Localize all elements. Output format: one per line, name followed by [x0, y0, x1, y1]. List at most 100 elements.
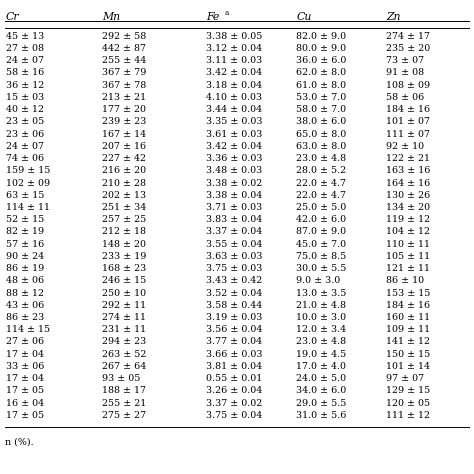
Text: 3.26 ± 0.04: 3.26 ± 0.04	[206, 386, 263, 395]
Text: 184 ± 16: 184 ± 16	[386, 301, 430, 310]
Text: 3.38 ± 0.04: 3.38 ± 0.04	[206, 191, 263, 200]
Text: 90 ± 24: 90 ± 24	[6, 252, 44, 261]
Text: 3.55 ± 0.04: 3.55 ± 0.04	[206, 240, 263, 249]
Text: 3.37 ± 0.02: 3.37 ± 0.02	[206, 399, 263, 408]
Text: 0.55 ± 0.01: 0.55 ± 0.01	[206, 374, 263, 383]
Text: 109 ± 11: 109 ± 11	[386, 325, 430, 334]
Text: 4.10 ± 0.03: 4.10 ± 0.03	[206, 93, 262, 102]
Text: 3.42 ± 0.04: 3.42 ± 0.04	[206, 142, 262, 151]
Text: 119 ± 12: 119 ± 12	[386, 215, 430, 224]
Text: 3.38 ± 0.02: 3.38 ± 0.02	[206, 179, 263, 188]
Text: 255 ± 21: 255 ± 21	[102, 399, 146, 408]
Text: 86 ± 10: 86 ± 10	[386, 276, 424, 285]
Text: 3.18 ± 0.04: 3.18 ± 0.04	[206, 81, 262, 90]
Text: 3.81 ± 0.04: 3.81 ± 0.04	[206, 362, 262, 371]
Text: 23.0 ± 4.8: 23.0 ± 4.8	[296, 154, 346, 163]
Text: 110 ± 11: 110 ± 11	[386, 240, 430, 249]
Text: 3.75 ± 0.03: 3.75 ± 0.03	[206, 264, 263, 273]
Text: 442 ± 87: 442 ± 87	[102, 44, 146, 53]
Text: 121 ± 11: 121 ± 11	[386, 264, 430, 273]
Text: 3.42 ± 0.04: 3.42 ± 0.04	[206, 68, 262, 77]
Text: 3.12 ± 0.04: 3.12 ± 0.04	[206, 44, 262, 53]
Text: 184 ± 16: 184 ± 16	[386, 105, 430, 114]
Text: 3.11 ± 0.03: 3.11 ± 0.03	[206, 56, 263, 65]
Text: 52 ± 15: 52 ± 15	[6, 215, 44, 224]
Text: 97 ± 07: 97 ± 07	[386, 374, 424, 383]
Text: 10.0 ± 3.0: 10.0 ± 3.0	[296, 313, 346, 322]
Text: 111 ± 12: 111 ± 12	[386, 411, 430, 420]
Text: Zn: Zn	[386, 12, 401, 22]
Text: 292 ± 58: 292 ± 58	[102, 32, 146, 41]
Text: 367 ± 78: 367 ± 78	[102, 81, 146, 90]
Text: 17 ± 05: 17 ± 05	[6, 386, 44, 395]
Text: 58 ± 06: 58 ± 06	[386, 93, 425, 102]
Text: 17.0 ± 4.0: 17.0 ± 4.0	[296, 362, 346, 371]
Text: 42.0 ± 6.0: 42.0 ± 6.0	[296, 215, 346, 224]
Text: 91 ± 08: 91 ± 08	[386, 68, 424, 77]
Text: 3.19 ± 0.03: 3.19 ± 0.03	[206, 313, 263, 322]
Text: 275 ± 27: 275 ± 27	[102, 411, 146, 420]
Text: 141 ± 12: 141 ± 12	[386, 337, 430, 346]
Text: 114 ± 11: 114 ± 11	[6, 203, 50, 212]
Text: 263 ± 52: 263 ± 52	[102, 350, 146, 359]
Text: 63 ± 15: 63 ± 15	[6, 191, 44, 200]
Text: 294 ± 23: 294 ± 23	[102, 337, 146, 346]
Text: Mn: Mn	[102, 12, 120, 22]
Text: 34.0 ± 6.0: 34.0 ± 6.0	[296, 386, 346, 395]
Text: 3.37 ± 0.04: 3.37 ± 0.04	[206, 228, 263, 237]
Text: 25.0 ± 5.0: 25.0 ± 5.0	[296, 203, 346, 212]
Text: 22.0 ± 4.7: 22.0 ± 4.7	[296, 191, 346, 200]
Text: 227 ± 42: 227 ± 42	[102, 154, 146, 163]
Text: 17 ± 04: 17 ± 04	[6, 350, 44, 359]
Text: 3.44 ± 0.04: 3.44 ± 0.04	[206, 105, 262, 114]
Text: 134 ± 20: 134 ± 20	[386, 203, 430, 212]
Text: 22.0 ± 4.7: 22.0 ± 4.7	[296, 179, 346, 188]
Text: 57 ± 16: 57 ± 16	[6, 240, 44, 249]
Text: 3.58 ± 0.44: 3.58 ± 0.44	[206, 301, 263, 310]
Text: 274 ± 11: 274 ± 11	[102, 313, 146, 322]
Text: 130 ± 26: 130 ± 26	[386, 191, 430, 200]
Text: 16 ± 04: 16 ± 04	[6, 399, 44, 408]
Text: 86 ± 23: 86 ± 23	[6, 313, 44, 322]
Text: 153 ± 15: 153 ± 15	[386, 289, 431, 298]
Text: 202 ± 13: 202 ± 13	[102, 191, 146, 200]
Text: 101 ± 07: 101 ± 07	[386, 118, 430, 127]
Text: 3.52 ± 0.04: 3.52 ± 0.04	[206, 289, 263, 298]
Text: 12.0 ± 3.4: 12.0 ± 3.4	[296, 325, 346, 334]
Text: 3.66 ± 0.03: 3.66 ± 0.03	[206, 350, 263, 359]
Text: 27 ± 06: 27 ± 06	[6, 337, 44, 346]
Text: 13.0 ± 3.5: 13.0 ± 3.5	[296, 289, 346, 298]
Text: 21.0 ± 4.8: 21.0 ± 4.8	[296, 301, 346, 310]
Text: 65.0 ± 8.0: 65.0 ± 8.0	[296, 129, 346, 138]
Text: 40 ± 12: 40 ± 12	[6, 105, 44, 114]
Text: 23.0 ± 4.8: 23.0 ± 4.8	[296, 337, 346, 346]
Text: 80.0 ± 9.0: 80.0 ± 9.0	[296, 44, 346, 53]
Text: 45 ± 13: 45 ± 13	[6, 32, 44, 41]
Text: 3.71 ± 0.03: 3.71 ± 0.03	[206, 203, 263, 212]
Text: 23 ± 05: 23 ± 05	[6, 118, 44, 127]
Text: 111 ± 07: 111 ± 07	[386, 129, 430, 138]
Text: 61.0 ± 8.0: 61.0 ± 8.0	[296, 81, 346, 90]
Text: 45.0 ± 7.0: 45.0 ± 7.0	[296, 240, 346, 249]
Text: 267 ± 64: 267 ± 64	[102, 362, 146, 371]
Text: 168 ± 23: 168 ± 23	[102, 264, 146, 273]
Text: 3.83 ± 0.04: 3.83 ± 0.04	[206, 215, 263, 224]
Text: 3.36 ± 0.03: 3.36 ± 0.03	[206, 154, 263, 163]
Text: 63.0 ± 8.0: 63.0 ± 8.0	[296, 142, 346, 151]
Text: 3.75 ± 0.04: 3.75 ± 0.04	[206, 411, 263, 420]
Text: 74 ± 06: 74 ± 06	[6, 154, 44, 163]
Text: 114 ± 15: 114 ± 15	[6, 325, 50, 334]
Text: 167 ± 14: 167 ± 14	[102, 129, 146, 138]
Text: a: a	[224, 9, 228, 17]
Text: 367 ± 79: 367 ± 79	[102, 68, 146, 77]
Text: 239 ± 23: 239 ± 23	[102, 118, 146, 127]
Text: 163 ± 16: 163 ± 16	[386, 166, 431, 175]
Text: 160 ± 11: 160 ± 11	[386, 313, 430, 322]
Text: 17 ± 05: 17 ± 05	[6, 411, 44, 420]
Text: 88 ± 12: 88 ± 12	[6, 289, 44, 298]
Text: 101 ± 14: 101 ± 14	[386, 362, 430, 371]
Text: 231 ± 11: 231 ± 11	[102, 325, 146, 334]
Text: 15 ± 03: 15 ± 03	[6, 93, 44, 102]
Text: 27 ± 08: 27 ± 08	[6, 44, 44, 53]
Text: Fe: Fe	[206, 12, 219, 22]
